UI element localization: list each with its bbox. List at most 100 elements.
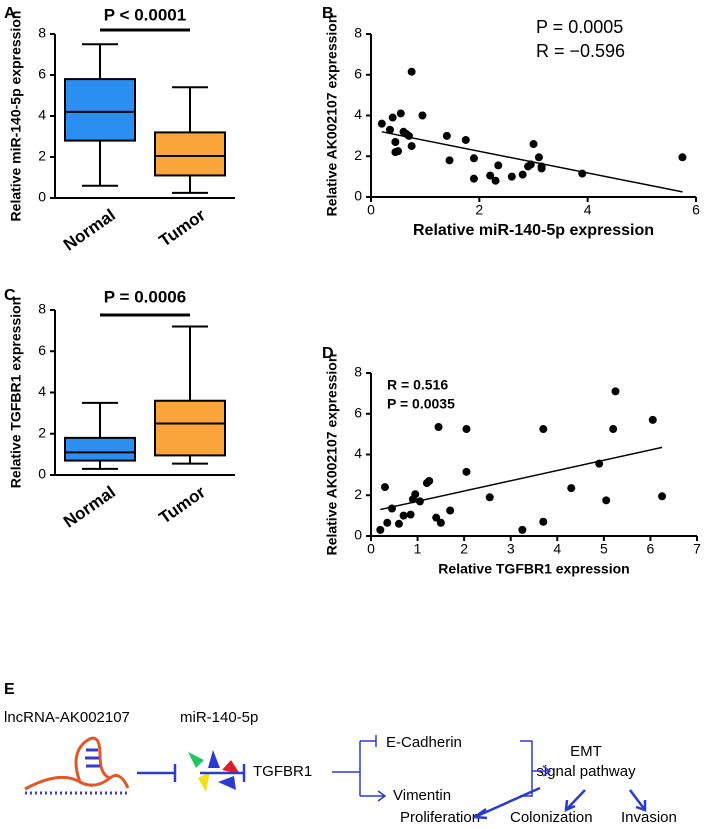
panel-letter: D (322, 345, 334, 362)
x-tick-label: Normal (60, 482, 119, 531)
point (406, 510, 415, 519)
node-label: Invasion (621, 809, 677, 826)
point (404, 131, 413, 140)
point (385, 125, 394, 134)
x-tick-label: Tumor (156, 205, 209, 250)
x-tick-label: 5 (600, 541, 608, 557)
node-label: lncRNA-AK002107 (4, 709, 130, 726)
point (485, 493, 494, 502)
box (154, 131, 226, 177)
point (432, 513, 441, 522)
point (486, 171, 495, 180)
point (609, 425, 618, 434)
y-tick-label: 4 (354, 106, 362, 122)
arrows (137, 735, 647, 820)
point (380, 483, 389, 492)
box (64, 436, 136, 462)
x-tick-label: 6 (692, 202, 700, 218)
annotation: R = −0.596 (536, 41, 625, 61)
box (154, 399, 226, 457)
point (648, 415, 657, 424)
point (383, 518, 392, 527)
point (539, 517, 548, 526)
point (678, 153, 687, 162)
node-label: E-Cadherin (386, 734, 462, 751)
node-label: TGFBR1 (253, 763, 312, 780)
x-tick-label: 6 (647, 541, 655, 557)
point (491, 176, 500, 185)
y-tick-label: 8 (354, 25, 362, 41)
point (462, 425, 471, 434)
y-tick-label: 6 (354, 404, 362, 420)
point (415, 497, 424, 506)
y-tick-label: 0 (354, 188, 362, 204)
point (407, 67, 416, 76)
point (461, 135, 470, 144)
y-tick-label: 8 (38, 301, 46, 317)
y-tick-label: 6 (38, 66, 46, 82)
mirna-icon (188, 750, 240, 792)
point (578, 169, 587, 178)
point (507, 172, 516, 181)
point (434, 422, 443, 431)
panel-letter: C (4, 287, 16, 304)
point (436, 518, 445, 527)
node-label: Vimentin (393, 787, 451, 804)
panel-letter: A (4, 5, 16, 22)
node-label: signal pathway (536, 763, 636, 780)
y-axis-label: Relative miR-140-5p expression (8, 11, 24, 222)
point (418, 111, 427, 120)
node-label: EMT (570, 743, 602, 760)
point (526, 160, 535, 169)
trend-line (380, 446, 663, 511)
point (537, 162, 546, 171)
y-axis-label: Relative AK002107 expression (324, 354, 340, 556)
point (388, 113, 397, 122)
x-tick-label: 4 (553, 541, 561, 557)
point (534, 153, 543, 162)
y-tick-label: 6 (38, 342, 46, 358)
annotation: R = 0.516 (387, 377, 448, 393)
y-tick-label: 0 (38, 189, 46, 205)
point (462, 467, 471, 476)
y-tick-label: 0 (38, 466, 46, 482)
x-tick-label: 2 (475, 202, 483, 218)
point (407, 142, 416, 151)
point (446, 506, 455, 515)
x-tick-label: 1 (414, 541, 422, 557)
x-tick-label: 3 (507, 541, 515, 557)
point (396, 109, 405, 118)
node-label: Colonization (510, 809, 593, 826)
x-tick-label: 4 (584, 202, 592, 218)
panel-letter: E (4, 681, 15, 698)
y-tick-label: 6 (354, 65, 362, 81)
x-tick-label: Normal (60, 205, 119, 254)
x-tick-label: 0 (367, 541, 375, 557)
x-axis-label: Relative miR-140-5p expression (413, 222, 654, 239)
y-tick-label: 4 (354, 445, 362, 461)
y-tick-label: 2 (354, 486, 362, 502)
point (611, 387, 620, 396)
y-tick-label: 8 (38, 25, 46, 41)
x-tick-label: 0 (367, 202, 375, 218)
annotation: P = 0.0035 (387, 396, 455, 412)
x-tick-label: 2 (460, 541, 468, 557)
point (411, 490, 420, 499)
point (567, 484, 576, 493)
point (529, 140, 538, 149)
point (658, 492, 667, 501)
point (399, 511, 408, 520)
x-axis-label: Relative TGFBR1 expression (438, 561, 629, 577)
point (425, 476, 434, 485)
y-tick-label: 8 (354, 364, 362, 380)
node-label: Proliferation (400, 809, 480, 826)
point (469, 174, 478, 183)
point (391, 137, 400, 146)
point (442, 131, 451, 140)
point (595, 459, 604, 468)
panel-letter: B (322, 5, 334, 22)
y-tick-label: 4 (38, 107, 46, 123)
annotation: P < 0.0001 (104, 5, 186, 24)
y-tick-label: 0 (354, 527, 362, 543)
